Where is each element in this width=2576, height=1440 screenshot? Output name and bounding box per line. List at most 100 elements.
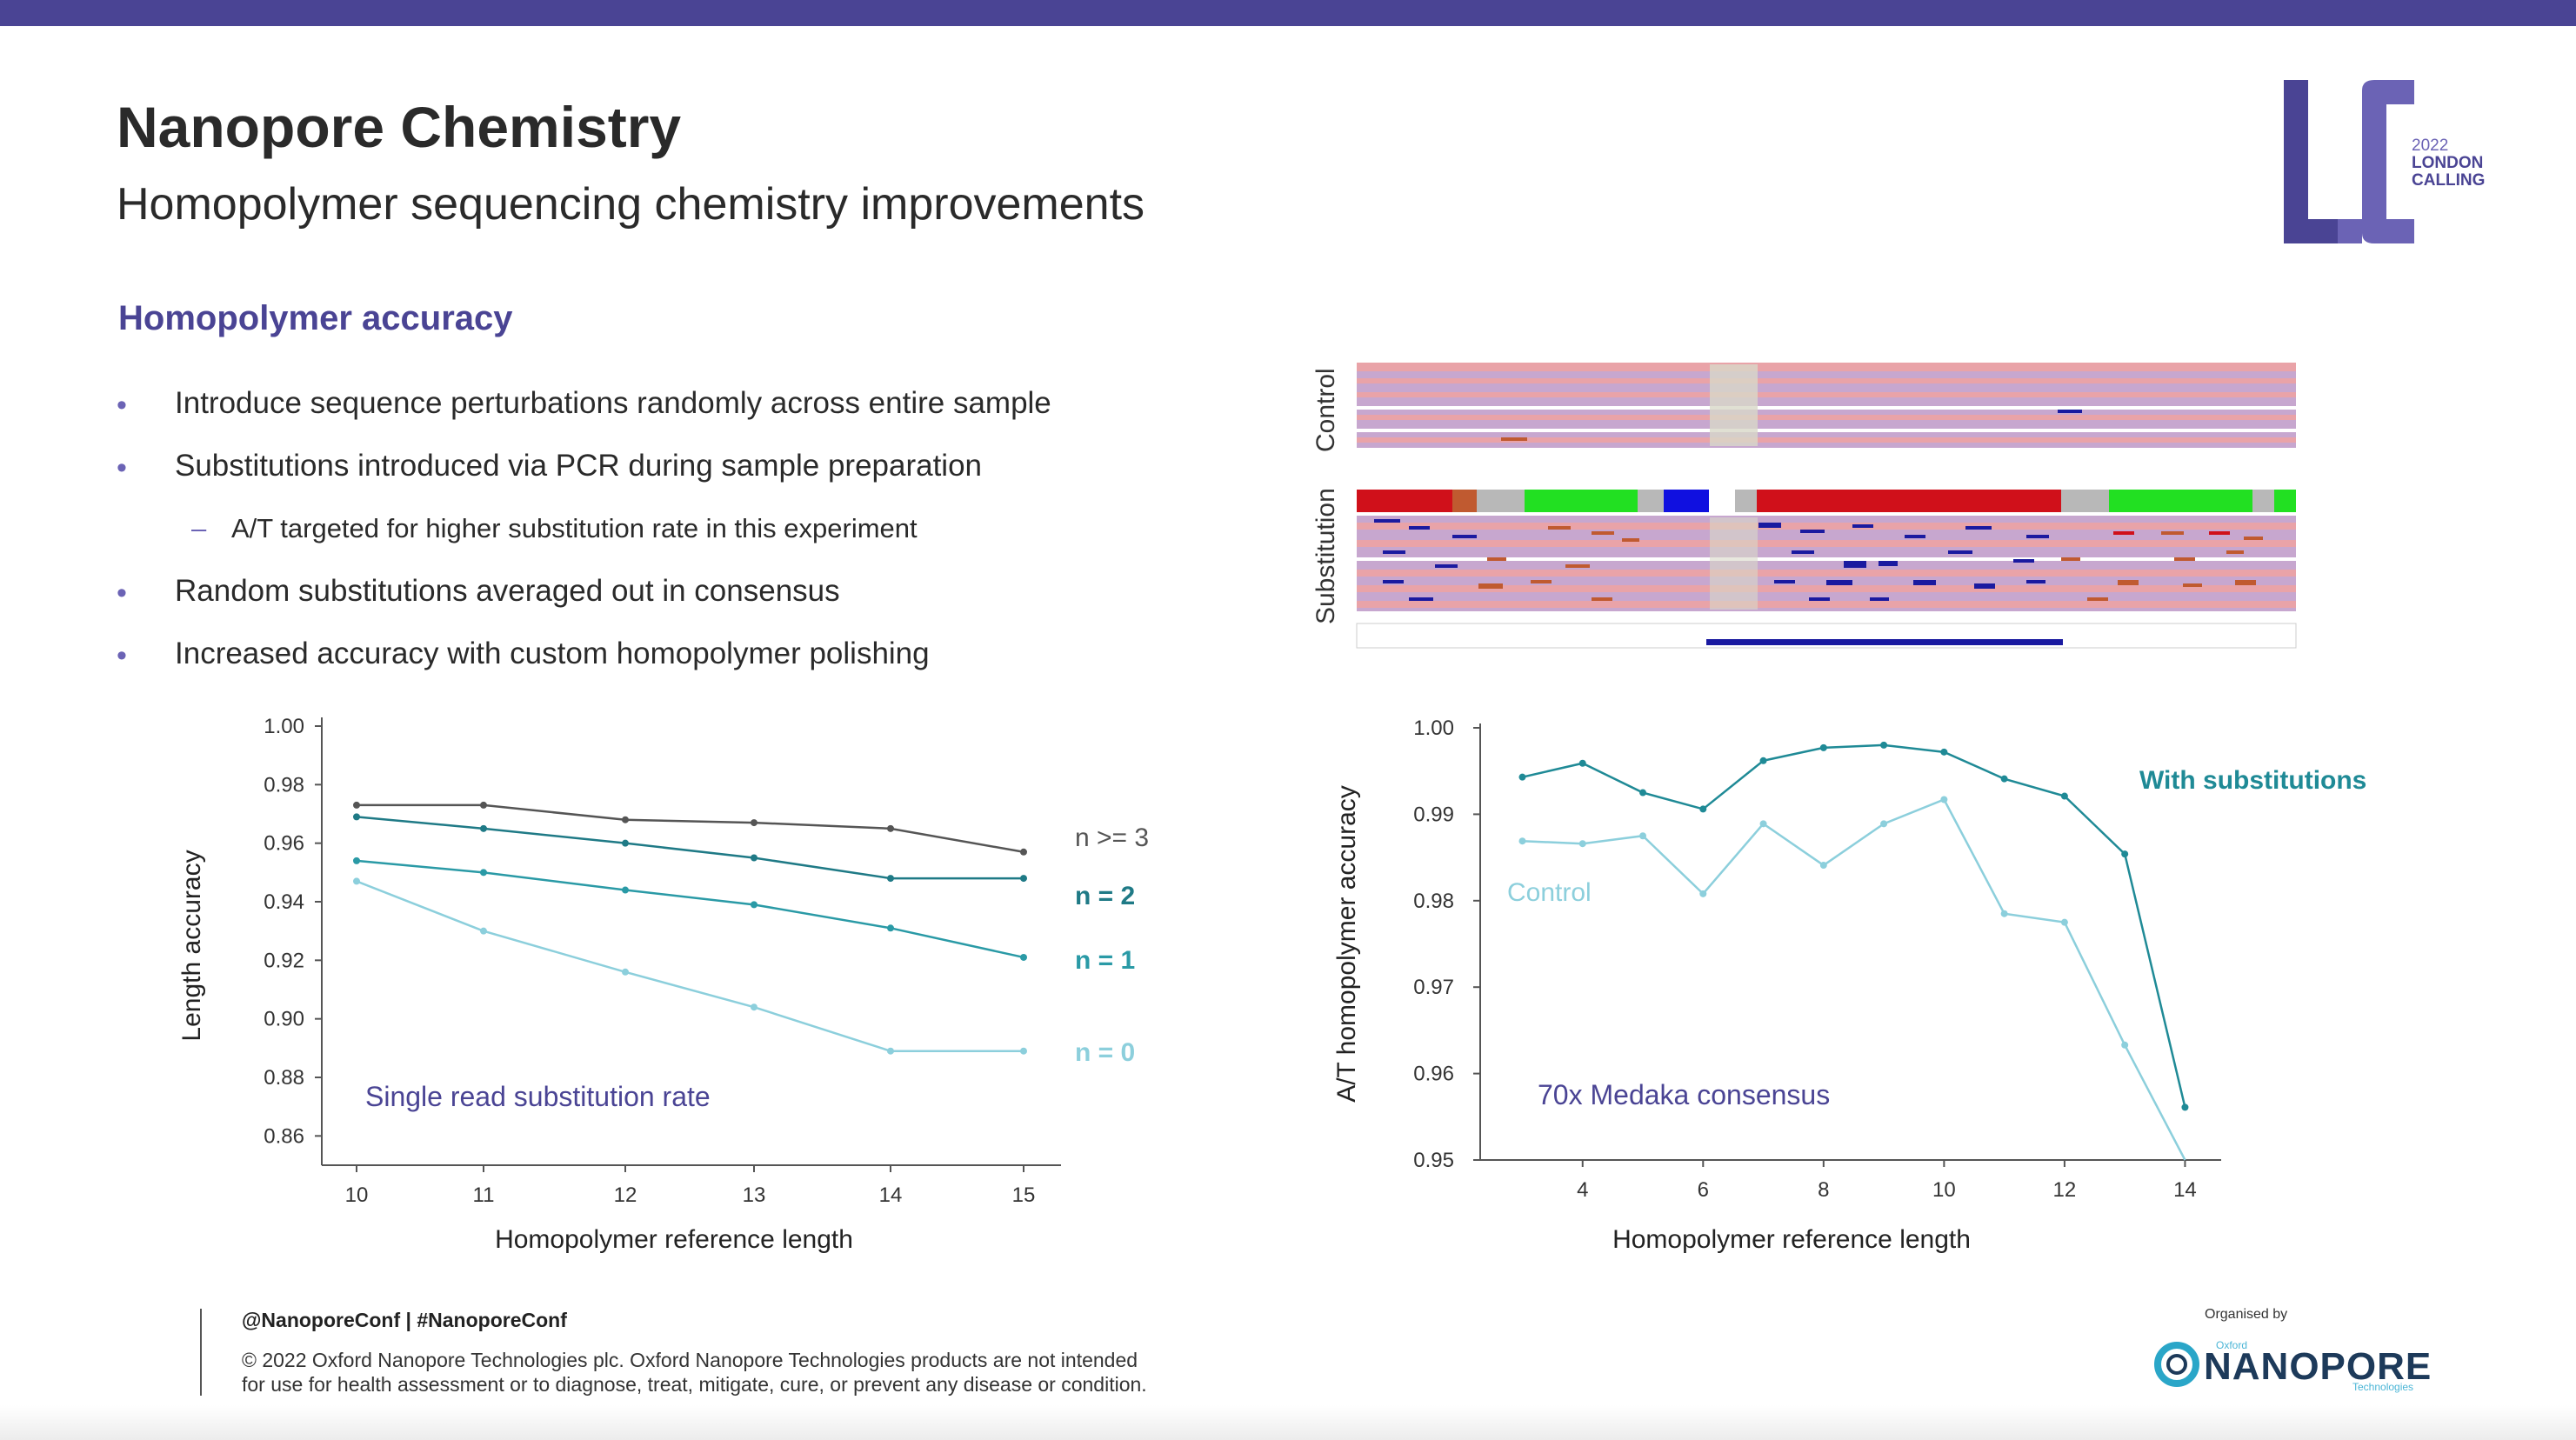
reference-sequence-track (1356, 623, 2297, 649)
bottom-shade (0, 1405, 2576, 1440)
substitution-reads (1357, 516, 2296, 611)
sub-bullet-item: – A/T targeted for higher substitution ra… (117, 508, 1247, 570)
data-point (622, 886, 629, 894)
data-point (1639, 832, 1647, 840)
section-heading: Homopolymer accuracy (118, 299, 513, 337)
data-point (622, 968, 629, 976)
brand-oxford: Oxford (2216, 1339, 2248, 1351)
y-tick-label: 0.92 (264, 949, 304, 972)
data-point (1578, 759, 1586, 767)
at-homopolymer-accuracy-chart: 1.00 0.99 0.98 0.97 0.96 0.95 4 6 8 10 12 14 Homopol… (1332, 717, 2366, 1254)
data-point (2060, 792, 2068, 800)
data-point (1819, 862, 1827, 870)
data-point (887, 824, 894, 832)
bullet-item: • Random substitutions averaged out in co… (117, 570, 1247, 633)
logo-text: 2022 LONDON CALLING (2412, 137, 2485, 190)
data-point (1759, 757, 1767, 764)
y-tick-label: 0.90 (264, 1008, 304, 1031)
series-label: n = 0 (1075, 1038, 1135, 1067)
x-tick-label: 6 (1698, 1178, 1709, 1202)
data-point (480, 801, 487, 809)
data-point (1020, 953, 1027, 961)
data-point (353, 801, 360, 809)
data-point (480, 824, 487, 832)
data-point (2181, 1103, 2189, 1111)
logo-line1: LONDON (2412, 154, 2484, 172)
data-point (1699, 890, 1707, 897)
data-point (1819, 743, 1827, 751)
y-axis-label: Length accuracy (177, 850, 206, 1041)
y-axis-label: A/T homopolymer accuracy (1332, 785, 1361, 1103)
series-line-1 (1522, 797, 2186, 1161)
data-point (1940, 748, 1948, 756)
brand-technologies: Technologies (2352, 1381, 2414, 1393)
data-point (2000, 910, 2008, 917)
brand-nanopore: NANOPORE (2204, 1345, 2433, 1388)
x-tick-label: 13 (743, 1183, 766, 1207)
footer-hashtags: @NanoporeConf | #NanoporeConf (242, 1309, 567, 1331)
x-tick-label: 11 (473, 1183, 495, 1207)
data-point (353, 813, 360, 821)
data-point (1020, 875, 1027, 883)
series-label: With substitutions (2139, 766, 2366, 795)
data-point (480, 869, 487, 877)
chart-annotation: Single read substitution rate (365, 1081, 711, 1112)
bullet-text: Random substitutions averaged out in con… (175, 574, 840, 608)
series-label: Control (1507, 878, 1592, 907)
series-line-0 (1522, 743, 2186, 1108)
data-point (480, 927, 487, 935)
y-tick-label: 0.97 (1413, 976, 1454, 999)
bullet-item: • Substitutions introduced via PCR during… (117, 445, 1247, 508)
data-point (1518, 837, 1526, 845)
data-point (751, 819, 757, 827)
x-tick-label: 14 (2173, 1178, 2197, 1202)
footer-divider (200, 1309, 202, 1396)
y-tick-label: 0.98 (264, 773, 304, 797)
bullet-marker: • (117, 451, 127, 484)
data-point (1940, 796, 1948, 803)
data-point (622, 816, 629, 823)
bullet-marker: • (117, 577, 127, 610)
y-tick-label: 0.99 (1413, 803, 1454, 826)
y-tick-label: 0.98 (1413, 890, 1454, 913)
logo-line2: CALLING (2412, 171, 2486, 190)
data-point (2000, 775, 2008, 783)
x-tick-label: 10 (1932, 1178, 1956, 1202)
data-point (353, 857, 360, 864)
y-tick-label: 0.94 (264, 890, 304, 914)
data-point (2121, 850, 2129, 858)
x-tick-label: 12 (614, 1183, 637, 1207)
nanopore-logo-icon (2154, 1342, 2199, 1387)
data-point (887, 875, 894, 883)
slide-subtitle: Homopolymer sequencing chemistry improve… (117, 179, 1145, 230)
slide-title: Nanopore Chemistry (117, 95, 682, 159)
series-label: n = 2 (1075, 882, 1135, 910)
bullet-marker: • (117, 389, 127, 422)
bullet-text: Introduce sequence perturbations randoml… (175, 386, 1051, 420)
bullet-list: • Introduce sequence perturbations random… (117, 383, 1247, 696)
data-point (1759, 820, 1767, 828)
london-calling-logo (2284, 80, 2414, 243)
data-point (751, 901, 757, 909)
x-axis-label: Homopolymer reference length (1612, 1225, 1971, 1254)
length-accuracy-chart: 1.00 0.98 0.96 0.94 0.92 0.90 0.88 0.86 10 11 12 13… (177, 715, 1149, 1254)
data-point (2060, 918, 2068, 926)
bullet-text: Increased accuracy with custom homopolym… (175, 637, 930, 670)
x-tick-label: 10 (345, 1183, 369, 1207)
data-point (1518, 773, 1526, 781)
series-line-3 (356, 880, 1024, 1052)
data-point (2121, 1041, 2129, 1049)
x-tick-label: 15 (1012, 1183, 1036, 1207)
y-tick-label: 0.95 (1413, 1149, 1454, 1172)
data-point (622, 839, 629, 847)
data-point (1020, 848, 1027, 856)
y-tick-label: 0.96 (264, 832, 304, 856)
bullet-marker: • (117, 639, 127, 672)
logo-year: 2022 (2412, 137, 2449, 155)
data-point (353, 877, 360, 885)
series-line-0 (357, 803, 1024, 853)
y-tick-label: 0.88 (264, 1066, 304, 1090)
data-point (1699, 805, 1707, 813)
data-point (1880, 820, 1888, 828)
control-reads (1357, 363, 2296, 448)
